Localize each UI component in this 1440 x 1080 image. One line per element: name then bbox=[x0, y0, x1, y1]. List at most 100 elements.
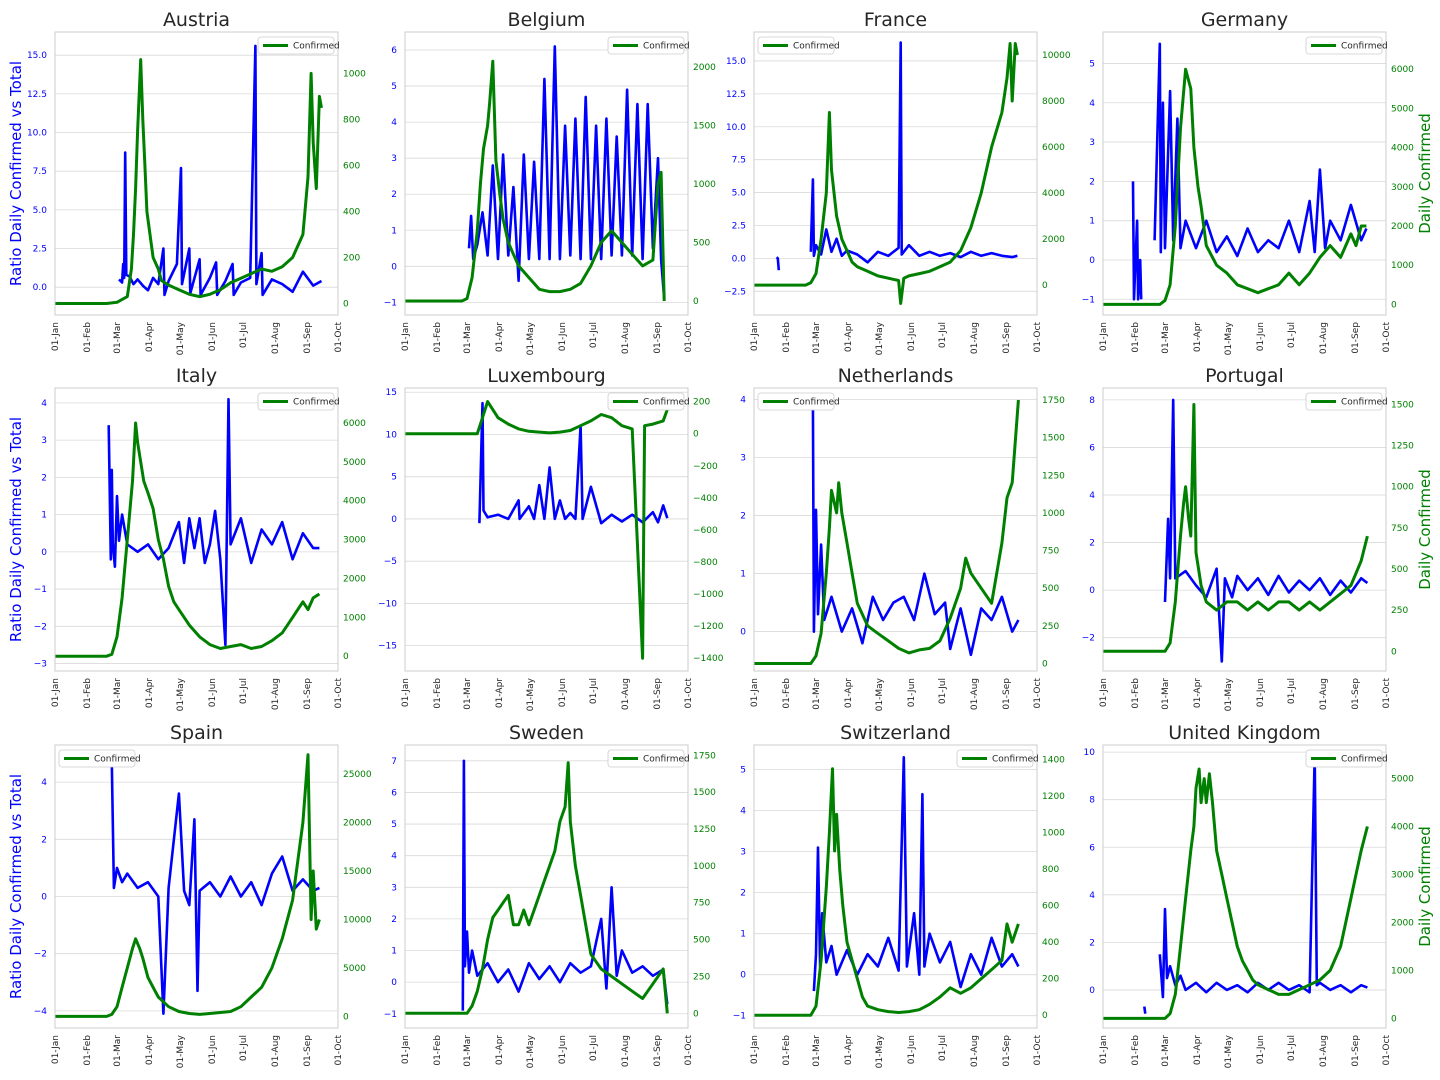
left-tick-label: 3 bbox=[740, 848, 746, 858]
left-tick-label: 2 bbox=[1089, 539, 1095, 549]
x-tick-label: 01-Oct bbox=[1033, 678, 1043, 709]
panel-title: Sweden bbox=[509, 722, 584, 744]
x-tick-label: 01-May bbox=[526, 321, 536, 355]
left-tick-label: 15.0 bbox=[726, 57, 746, 67]
right-tick-label: 1000 bbox=[1042, 829, 1065, 839]
left-tick-label: 1 bbox=[391, 226, 397, 236]
right-tick-label: 1000 bbox=[1042, 509, 1065, 519]
left-tick-label: 3 bbox=[391, 883, 397, 893]
x-tick-label: 01-Jan bbox=[750, 678, 760, 707]
right-tick-label: 0 bbox=[1391, 1014, 1397, 1024]
x-tick-label: 01-Jan bbox=[1099, 678, 1109, 707]
panel-title: Spain bbox=[170, 722, 223, 744]
right-tick-label: 500 bbox=[1042, 584, 1059, 594]
left-tick-label: 5 bbox=[1089, 59, 1095, 69]
left-tick-label: 1 bbox=[740, 930, 746, 940]
right-tick-label: 750 bbox=[1391, 524, 1408, 534]
confirmed-series-line bbox=[754, 42, 1019, 305]
right-tick-label: 1000 bbox=[693, 180, 716, 190]
left-tick-label: 5.0 bbox=[732, 189, 747, 199]
right-tick-label: 500 bbox=[693, 936, 710, 946]
x-tick-label: 01-Oct bbox=[684, 1035, 694, 1066]
left-tick-label: 1 bbox=[391, 947, 397, 957]
right-tick-label: −200 bbox=[693, 462, 718, 472]
left-tick-label: 5 bbox=[391, 82, 397, 92]
panel-italy: Italy −3 −2 −1 0 1 2 3 4 0 1000 2000 3000 4000 5000 600… bbox=[7, 365, 366, 711]
x-tick-label: 01-Jul bbox=[1287, 678, 1297, 704]
legend-label: Confirmed bbox=[94, 755, 141, 765]
legend: Confirmed bbox=[757, 392, 840, 411]
right-tick-label: 5000 bbox=[343, 458, 366, 468]
right-tick-label: 800 bbox=[343, 115, 360, 125]
left-tick-label: 7 bbox=[391, 757, 397, 767]
right-tick-label: 600 bbox=[1042, 902, 1059, 912]
left-tick-label: −1 bbox=[384, 298, 397, 308]
left-tick-label: −2 bbox=[34, 950, 47, 960]
plot-frame bbox=[54, 744, 339, 1029]
x-tick-label: 01-Oct bbox=[684, 322, 694, 353]
legend: Confirmed bbox=[1305, 36, 1388, 55]
x-tick-label: 01-Aug bbox=[1319, 678, 1329, 710]
x-tick-label: 01-Jul bbox=[1287, 1035, 1297, 1061]
x-tick-label: 01-Aug bbox=[271, 1035, 281, 1067]
left-tick-label: 12.5 bbox=[27, 90, 47, 100]
right-tick-label: 750 bbox=[693, 899, 710, 909]
right-tick-label: 3000 bbox=[1391, 183, 1414, 193]
right-tick-label: 1000 bbox=[1391, 483, 1414, 493]
x-tick-label: 01-Aug bbox=[271, 678, 281, 710]
plot-frame bbox=[1102, 744, 1387, 1029]
right-tick-label: 1000 bbox=[343, 69, 366, 79]
right-tick-label: 200 bbox=[693, 398, 710, 408]
x-tick-label: 01-Oct bbox=[1033, 1035, 1043, 1066]
right-tick-label: −1000 bbox=[693, 590, 724, 600]
right-tick-label: 2000 bbox=[343, 574, 366, 584]
panel-belgium: Belgium −1 0 1 2 3 4 5 6 0 500 1000 1500 2000 01-Jan 01… bbox=[384, 9, 716, 355]
right-tick-label: 4000 bbox=[1391, 144, 1414, 154]
x-tick-label: 01-Aug bbox=[621, 1035, 631, 1067]
legend-box bbox=[757, 392, 835, 411]
right-tick-label: −400 bbox=[693, 494, 718, 504]
right-tick-label: −1400 bbox=[693, 654, 724, 664]
x-tick-label: 01-Sep bbox=[303, 322, 313, 354]
ratio-series-line bbox=[1131, 181, 1143, 301]
left-tick-label: 2 bbox=[1089, 177, 1095, 187]
x-tick-label: 01-Mar bbox=[463, 1035, 473, 1067]
confirmed-series-line bbox=[754, 399, 1020, 665]
x-tick-label: 01-Sep bbox=[1002, 1035, 1012, 1067]
legend: Confirmed bbox=[257, 36, 340, 55]
right-tick-label: 0 bbox=[693, 1009, 699, 1019]
left-tick-label: 2.5 bbox=[732, 221, 746, 231]
legend: Confirmed bbox=[757, 36, 840, 55]
x-tick-label: 01-Jun bbox=[208, 1035, 218, 1064]
plot-frame bbox=[404, 387, 689, 672]
x-tick-label: 01-Apr bbox=[495, 678, 505, 708]
left-tick-label: 0 bbox=[740, 628, 746, 638]
right-tick-label: 10000 bbox=[343, 915, 372, 925]
right-tick-label: 5000 bbox=[1391, 104, 1414, 114]
x-tick-label: 01-Mar bbox=[463, 678, 473, 710]
legend: Confirmed bbox=[607, 749, 690, 768]
x-tick-label: 01-Feb bbox=[433, 678, 443, 709]
right-tick-label: 200 bbox=[1042, 975, 1059, 985]
left-tick-label: 10.0 bbox=[27, 129, 47, 139]
left-tick-label: 2 bbox=[41, 835, 47, 845]
x-tick-label: 01-Sep bbox=[1002, 322, 1012, 354]
left-tick-label: 3 bbox=[1089, 138, 1095, 148]
legend-box bbox=[956, 749, 1034, 768]
left-tick-label: 6 bbox=[1089, 443, 1095, 453]
legend-box bbox=[1305, 36, 1383, 55]
left-tick-label: −2 bbox=[1082, 634, 1095, 644]
x-tick-label: 01-Aug bbox=[1319, 322, 1329, 354]
left-tick-label: 0 bbox=[1089, 586, 1095, 596]
x-tick-label: 01-Jul bbox=[938, 1035, 948, 1061]
left-tick-label: 10 bbox=[386, 430, 398, 440]
panel-sweden: Sweden −1 0 1 2 3 4 5 6 7 0 250 500 750 1000 1250 1500 17… bbox=[384, 722, 716, 1068]
legend: Confirmed bbox=[607, 36, 690, 55]
legend-box bbox=[1305, 749, 1383, 768]
right-tick-label: 0 bbox=[343, 299, 349, 309]
left-tick-label: 2 bbox=[391, 915, 397, 925]
right-tick-label: 25000 bbox=[343, 770, 372, 780]
x-tick-label: 01-Sep bbox=[653, 322, 663, 354]
x-tick-label: 01-Apr bbox=[844, 322, 854, 352]
right-tick-label: 2000 bbox=[1391, 918, 1414, 928]
